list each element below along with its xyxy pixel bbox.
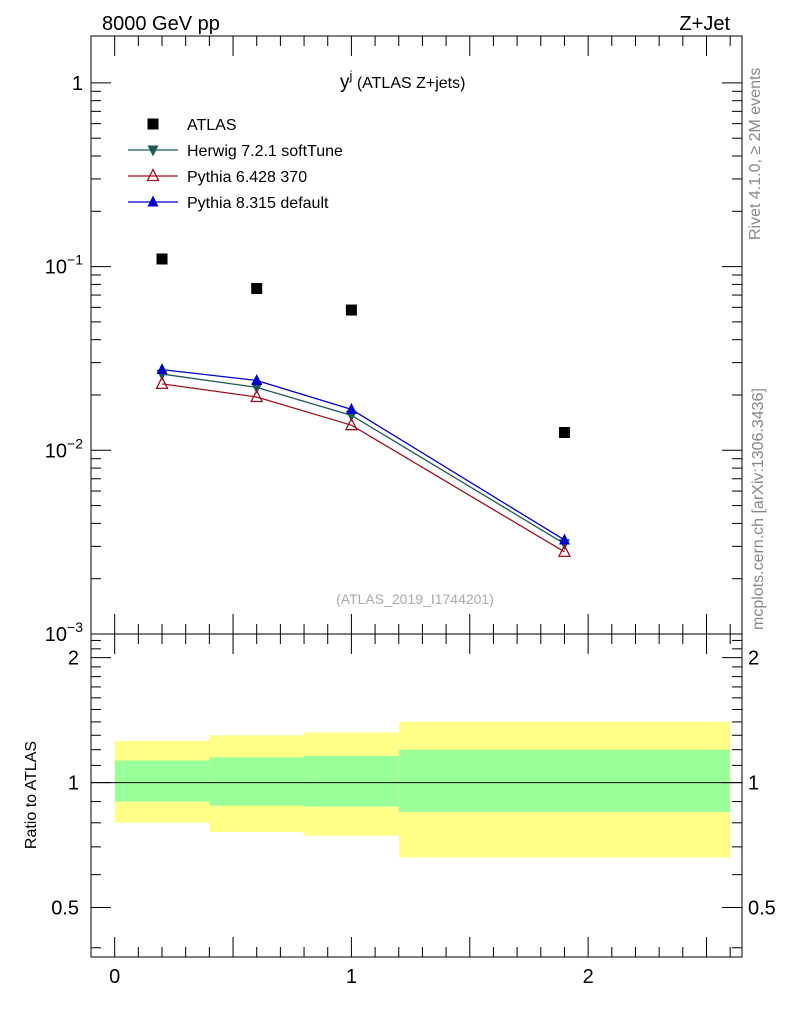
legend-label-1: Herwig 7.2.1 softTune bbox=[187, 143, 343, 160]
ratio-inner-band-3 bbox=[398, 749, 731, 812]
series-2-point-0 bbox=[155, 375, 169, 389]
ratio-plot-frame bbox=[90, 633, 743, 958]
series-3-point-0 bbox=[156, 363, 168, 375]
series-0-point-2 bbox=[345, 304, 357, 316]
ratio-bands bbox=[114, 721, 731, 858]
series-3-point-2 bbox=[345, 402, 357, 414]
plot-title: yj (ATLAS Z+jets) bbox=[340, 68, 465, 93]
series-2-point-2 bbox=[344, 417, 358, 431]
legend-label-0: ATLAS bbox=[187, 117, 237, 134]
ratio-inner-band-0 bbox=[114, 760, 210, 802]
main-ytick-label-3: 10−3 bbox=[45, 619, 83, 646]
header-process-label: Z+Jet bbox=[679, 13, 730, 35]
xtick-label-0: 0 bbox=[109, 966, 120, 988]
main-ytick-label-1: 10−1 bbox=[45, 252, 83, 279]
ratio-inner-band-1 bbox=[209, 757, 305, 806]
series-1-point-1 bbox=[251, 382, 263, 394]
ratio-ytick-label-right-1: 1 bbox=[748, 773, 759, 795]
legend-label-3: Pythia 8.315 default bbox=[187, 195, 329, 212]
series-2-point-1 bbox=[250, 389, 264, 403]
series-0-point-0 bbox=[156, 253, 168, 265]
ratio-ytick-label-left-2: 2 bbox=[68, 648, 79, 670]
xtick-label-1: 1 bbox=[346, 966, 357, 988]
series-0-point-1 bbox=[251, 282, 263, 294]
legend: ATLAS Herwig 7.2.1 softTune Pythia 6.428 3… bbox=[128, 117, 343, 212]
legend-label-2: Pythia 6.428 370 bbox=[187, 169, 307, 186]
ratio-ytick-label-right-0: 0.5 bbox=[748, 898, 776, 920]
analysis-id: (ATLAS_2019_I1744201) bbox=[336, 591, 494, 607]
series-3-point-3 bbox=[558, 533, 570, 545]
axes-layer: 1 10−1 10−2 10−3 0 1 2 0.5 0.5 1 1 2 2 bbox=[45, 35, 776, 988]
series-2-point-3 bbox=[557, 543, 572, 558]
series-line-2 bbox=[161, 383, 565, 553]
ratio-inner-band-2 bbox=[304, 755, 399, 807]
main-series-layer bbox=[155, 253, 572, 558]
legend-marker-0 bbox=[147, 118, 159, 130]
legend-marker-1 bbox=[147, 145, 159, 157]
main-ytick-label-2: 10−2 bbox=[45, 435, 83, 462]
xtick-label-2: 2 bbox=[583, 966, 594, 988]
rivet-version-label: Rivet 4.1.0, ≥ 2M events bbox=[747, 68, 764, 240]
series-3-point-1 bbox=[251, 373, 263, 385]
mcplots-label: mcplots.cern.ch [arXiv:1306.3436] bbox=[750, 388, 767, 630]
header-energy-label: 8000 GeV pp bbox=[102, 13, 220, 35]
ratio-ytick-label-left-0: 0.5 bbox=[51, 898, 79, 920]
main-ytick-label-0: 1 bbox=[72, 73, 83, 95]
series-line-3 bbox=[161, 368, 565, 541]
ratio-ylabel: Ratio to ATLAS bbox=[23, 741, 40, 849]
legend-marker-3 bbox=[147, 195, 159, 207]
ratio-ytick-label-right-2: 2 bbox=[748, 648, 759, 670]
series-line-1 bbox=[161, 373, 565, 545]
series-0-point-3 bbox=[558, 426, 570, 438]
legend-marker-2 bbox=[146, 168, 160, 182]
ratio-ytick-label-left-1: 1 bbox=[68, 773, 79, 795]
